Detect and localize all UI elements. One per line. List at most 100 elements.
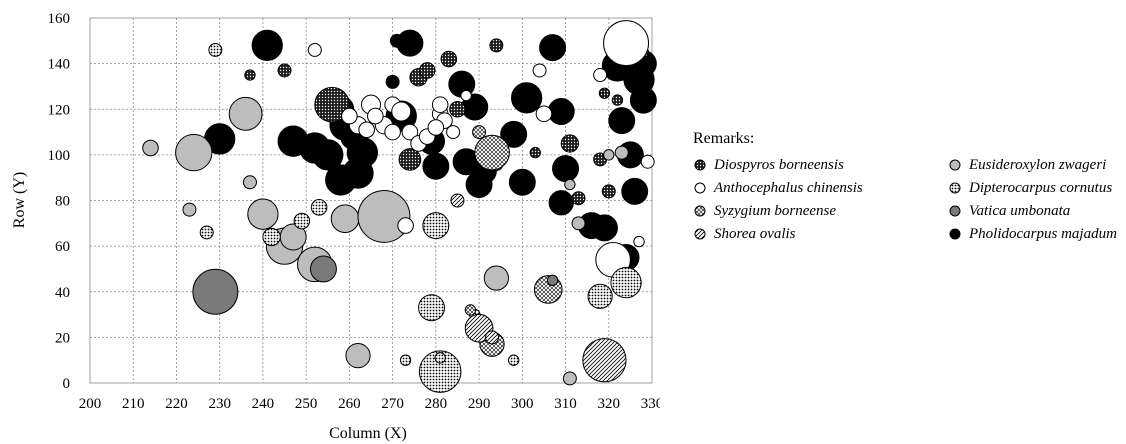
y-tick-label: 100: [48, 148, 71, 164]
bubble-anthocephalus-chinensis: [358, 121, 375, 139]
x-axis-title: Column (X): [329, 425, 407, 442]
bubble-pholidocarpus-majadum: [385, 74, 400, 89]
legend-marker-icon: [694, 159, 706, 171]
bubble-vatica-umbonata: [546, 274, 559, 287]
bubble-diospyros-borneensis: [314, 86, 350, 123]
bubble-eusideroxylon-zwageri: [242, 175, 257, 190]
bubble-shorea-ovalis: [450, 193, 465, 208]
legend-label: Diospyros borneensis: [714, 156, 844, 173]
legend-label: Shorea ovalis: [714, 225, 796, 242]
legend-label: Anthocephalus chinensis: [714, 179, 863, 196]
bubble-anthocephalus-chinensis: [535, 105, 553, 123]
bubble-pholidocarpus-majadum: [312, 139, 344, 171]
legend-label: Eusideroxylon zwageri: [969, 156, 1107, 173]
bubble-anthocephalus-chinensis: [603, 20, 650, 67]
legend-item-anthocephalus-chinensis: Anthocephalus chinensis: [693, 177, 948, 199]
bubble-dipterocarpus-cornutus: [262, 227, 281, 247]
bubble-diospyros-borneensis: [277, 63, 292, 78]
x-tick-label: 260: [338, 396, 361, 412]
bubble-eusideroxylon-zwageri: [142, 139, 159, 157]
bubble-dipterocarpus-cornutus: [293, 212, 311, 230]
bubble-diospyros-borneensis: [560, 134, 580, 153]
bubble-dipterocarpus-cornutus: [418, 294, 445, 322]
bubble-pholidocarpus-majadum: [539, 34, 567, 62]
y-tick-label: 60: [55, 239, 70, 255]
bubble-dipterocarpus-cornutus: [434, 352, 446, 364]
bubble-pholidocarpus-majadum: [389, 33, 404, 48]
legend-title: Remarks:: [693, 130, 755, 147]
bubble-dipterocarpus-cornutus: [610, 266, 642, 299]
x-tick-label: 250: [295, 396, 318, 412]
x-tick-label: 290: [468, 396, 491, 412]
legend-item-syzygium-borneense: Syzygium borneense: [693, 200, 948, 222]
bubble-pholidocarpus-majadum: [548, 190, 574, 216]
y-tick-label: 160: [48, 11, 71, 27]
x-tick-label: 240: [252, 396, 275, 412]
legend-label: Pholidocarpus majadum: [969, 225, 1117, 242]
x-tick-label: 330: [641, 396, 660, 412]
bubble-dipterocarpus-cornutus: [310, 199, 328, 216]
bubble-dipterocarpus-cornutus: [507, 354, 520, 366]
bubble-shorea-ovalis: [582, 338, 627, 383]
legend-marker-icon: [694, 182, 706, 194]
bubble-diospyros-borneensis: [244, 69, 256, 81]
bubble-anthocephalus-chinensis: [593, 68, 608, 83]
bubble-eusideroxylon-zwageri: [603, 149, 615, 161]
bubble-eusideroxylon-zwageri: [228, 96, 263, 131]
bubble-pholidocarpus-majadum: [590, 214, 618, 242]
bubble-diospyros-borneensis: [598, 87, 611, 99]
bubble-eusideroxylon-zwageri: [357, 190, 411, 243]
bubble-eusideroxylon-zwageri: [345, 343, 371, 369]
bubble-anthocephalus-chinensis: [446, 125, 461, 140]
legend-item-vatica-umbonata: Vatica umbonata: [948, 200, 1123, 222]
legend-marker-icon: [949, 159, 961, 171]
legend-item-pholidocarpus-majadum: Pholidocarpus majadum: [948, 223, 1123, 245]
bubble-pholidocarpus-majadum: [465, 171, 493, 199]
bubble-eusideroxylon-zwageri: [247, 198, 279, 230]
bubble-anthocephalus-chinensis: [397, 217, 414, 234]
legend-item-diospyros-borneensis: Diospyros borneensis: [693, 154, 948, 176]
bubble-pholidocarpus-majadum: [621, 177, 649, 205]
x-tick-label: 310: [554, 396, 577, 412]
bubble-dipterocarpus-cornutus: [422, 212, 450, 240]
bubble-diospyros-borneensis: [571, 191, 586, 206]
bubble-pholidocarpus-majadum: [500, 120, 528, 148]
bubble-diospyros-borneensis: [601, 184, 616, 199]
bubble-pholidocarpus-majadum: [511, 82, 543, 114]
x-tick-label: 300: [511, 396, 534, 412]
bubble-anthocephalus-chinensis: [431, 96, 449, 113]
bubble-diospyros-borneensis: [398, 148, 422, 171]
bubble-eusideroxylon-zwageri: [564, 178, 576, 191]
bubble-diospyros-borneensis: [611, 94, 624, 106]
y-tick-label: 0: [63, 376, 71, 392]
bubble-eusideroxylon-zwageri: [571, 216, 586, 231]
bubble-syzygium-borneense: [464, 304, 477, 316]
legend-item-eusideroxylon-zwageri: Eusideroxylon zwageri: [948, 154, 1123, 176]
bubble-anthocephalus-chinensis: [384, 123, 401, 141]
x-tick-label: 200: [79, 396, 102, 412]
legend-items: Diospyros borneensis Eusideroxylon zwager…: [693, 154, 1123, 245]
bubble-syzygium-borneense: [472, 125, 487, 140]
bubble-eusideroxylon-zwageri: [483, 265, 509, 291]
bubble-eusideroxylon-zwageri: [562, 371, 577, 386]
bubble-anthocephalus-chinensis: [401, 123, 419, 141]
y-tick-label: 80: [55, 194, 70, 210]
legend: Remarks: Diospyros borneensis Eusideroxyl…: [693, 130, 1123, 245]
legend-label: Dipterocarpus cornutus: [969, 179, 1113, 196]
bubble-syzygium-borneense: [474, 134, 510, 171]
bubble-anthocephalus-chinensis: [633, 235, 645, 248]
x-tick-label: 280: [425, 396, 448, 412]
legend-marker-icon: [694, 205, 706, 217]
bubble-shorea-ovalis: [485, 330, 500, 345]
y-tick-label: 40: [55, 285, 70, 301]
bubble-eusideroxylon-zwageri: [182, 202, 197, 217]
bubble-eusideroxylon-zwageri: [614, 145, 629, 160]
bubble-anthocephalus-chinensis: [391, 101, 412, 122]
bubble-pholidocarpus-majadum: [422, 152, 450, 180]
y-tick-label: 140: [48, 57, 71, 73]
bubble-pholidocarpus-majadum: [552, 155, 580, 183]
bubble-anthocephalus-chinensis: [427, 119, 445, 136]
bubble-pholidocarpus-majadum: [608, 107, 636, 135]
x-tick-label: 210: [122, 396, 145, 412]
